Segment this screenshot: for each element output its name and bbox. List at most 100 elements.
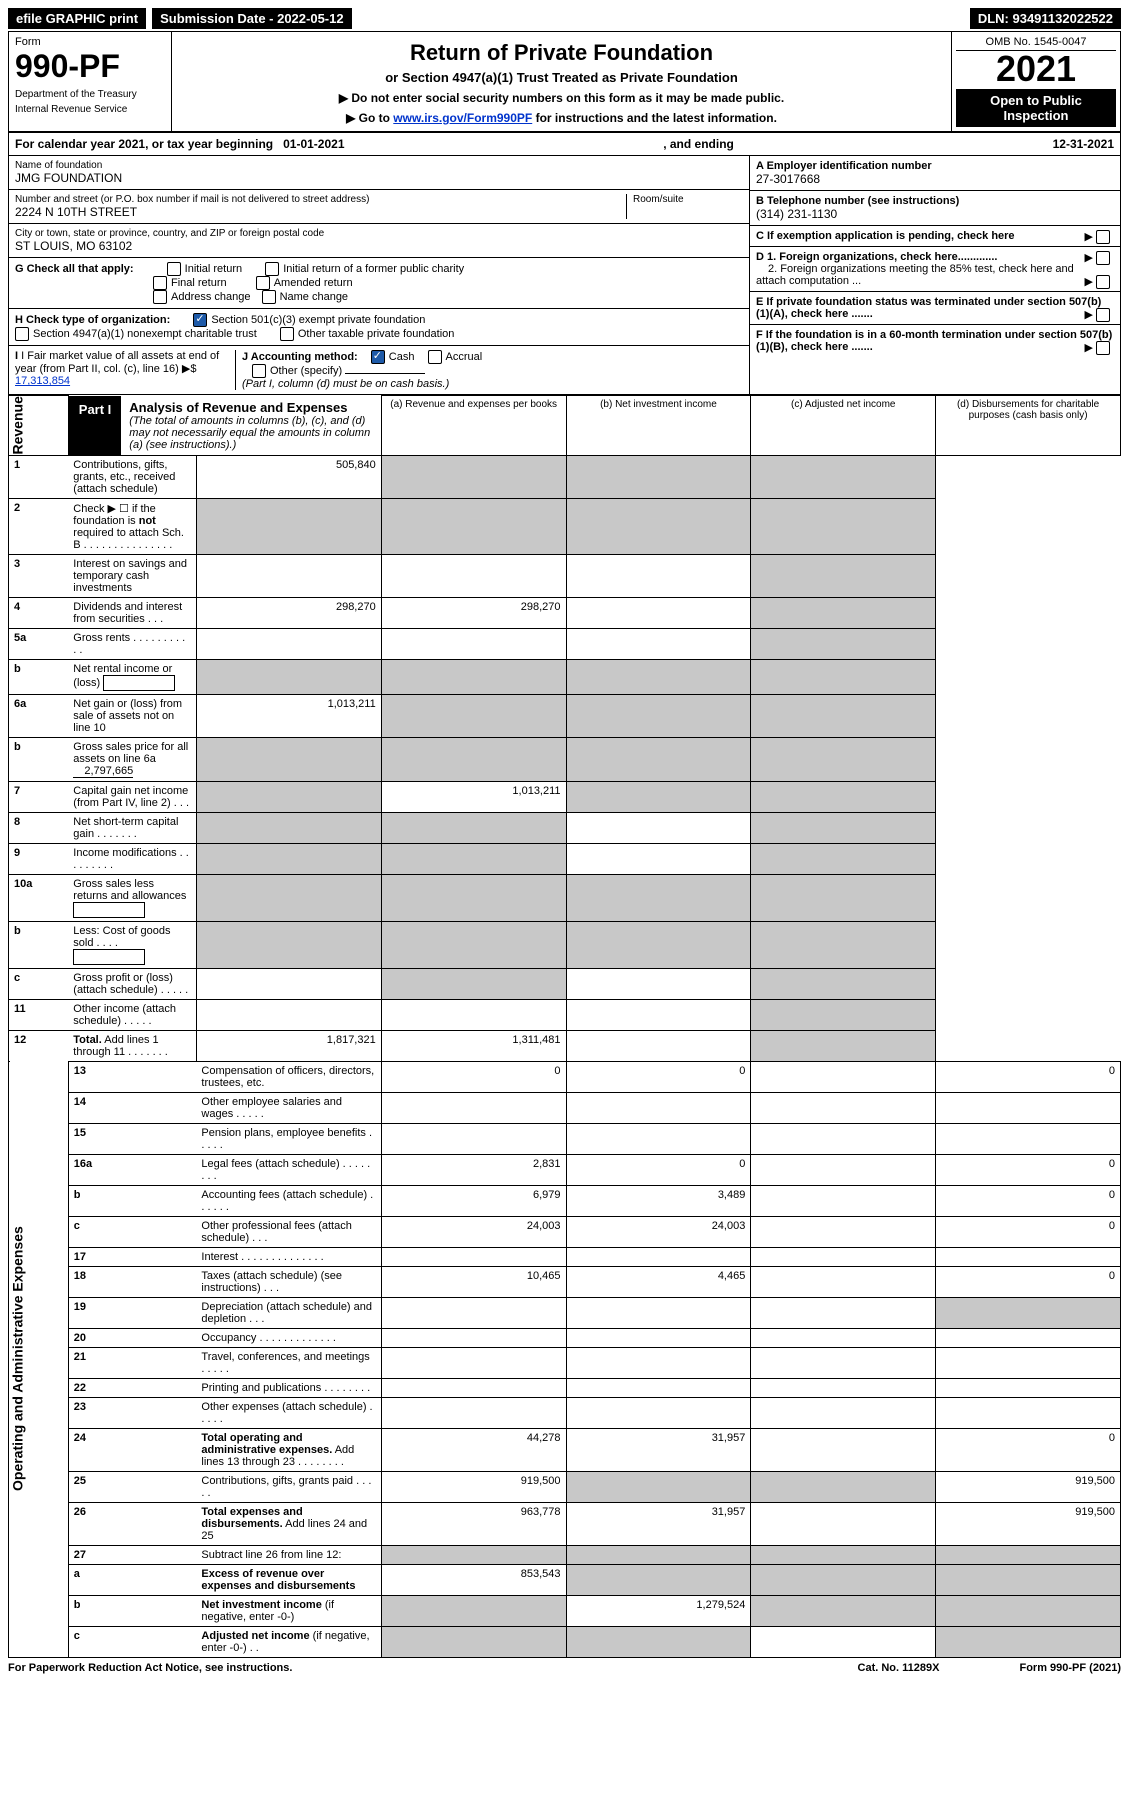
part1-desc: Analysis of Revenue and Expenses (The to…	[121, 396, 380, 455]
cb-initial-former[interactable]	[265, 262, 279, 276]
line-val-c	[566, 694, 751, 737]
line-desc: Compensation of officers, directors, tru…	[196, 1061, 381, 1092]
cb-final-return[interactable]	[153, 276, 167, 290]
line-val-a	[381, 1595, 566, 1626]
line-val-d	[751, 921, 936, 968]
line-val-a: 1,817,321	[196, 1030, 381, 1061]
line-val-d: 0	[936, 1266, 1121, 1297]
line-val-d	[751, 498, 936, 554]
line-desc: Total expenses and disbursements. Add li…	[196, 1502, 381, 1545]
line-val-c	[566, 874, 751, 921]
line-val-c	[751, 1185, 936, 1216]
line-val-c	[566, 843, 751, 874]
line-val-c	[566, 554, 751, 597]
cb-4947[interactable]	[15, 327, 29, 341]
cb-c[interactable]	[1096, 230, 1110, 244]
line-val-c	[751, 1216, 936, 1247]
line-val-a	[381, 1347, 566, 1378]
line-val-d	[751, 554, 936, 597]
j-cash: Cash	[389, 351, 415, 363]
line-val-b: 31,957	[566, 1502, 751, 1545]
line-val-b	[381, 455, 566, 498]
line-number: 15	[68, 1123, 196, 1154]
line-desc: Accounting fees (attach schedule) . . . …	[196, 1185, 381, 1216]
line-val-b	[566, 1092, 751, 1123]
cb-other-taxable[interactable]	[280, 327, 294, 341]
line-val-d	[751, 628, 936, 659]
line-desc: Legal fees (attach schedule) . . . . . .…	[196, 1154, 381, 1185]
section-e: E If private foundation status was termi…	[750, 292, 1120, 325]
line-number: 17	[68, 1247, 196, 1266]
cb-501c3[interactable]	[193, 313, 207, 327]
cb-e[interactable]	[1096, 308, 1110, 322]
line-row: cOther professional fees (attach schedul…	[9, 1216, 1121, 1247]
line-number: 11	[9, 999, 69, 1030]
form-subtitle: or Section 4947(a)(1) Trust Treated as P…	[180, 70, 943, 85]
cb-f[interactable]	[1096, 341, 1110, 355]
line-number: 24	[68, 1428, 196, 1471]
line-val-b	[381, 921, 566, 968]
line-val-d	[936, 1595, 1121, 1626]
header-right: OMB No. 1545-0047 2021 Open to Public In…	[951, 32, 1120, 131]
line-number: 6a	[9, 694, 69, 737]
city: ST LOUIS, MO 63102	[15, 239, 743, 253]
line-number: 13	[68, 1061, 196, 1092]
c-label: C If exemption application is pending, c…	[756, 230, 1015, 242]
line-row: 26Total expenses and disbursements. Add …	[9, 1502, 1121, 1545]
line-row: 19Depreciation (attach schedule) and dep…	[9, 1297, 1121, 1328]
line-row: 27Subtract line 26 from line 12:	[9, 1545, 1121, 1564]
address: 2224 N 10TH STREET	[15, 205, 626, 219]
cb-initial-return[interactable]	[167, 262, 181, 276]
line-row: Operating and Administrative Expenses13C…	[9, 1061, 1121, 1092]
cb-accrual[interactable]	[428, 350, 442, 364]
line-row: 17Interest . . . . . . . . . . . . . .	[9, 1247, 1121, 1266]
line-val-b	[381, 628, 566, 659]
line-desc: Gross sales less returns and allowances	[68, 874, 196, 921]
line-number: 18	[68, 1266, 196, 1297]
line-val-a: 2,831	[381, 1154, 566, 1185]
section-c: C If exemption application is pending, c…	[750, 226, 1120, 247]
cb-name-change[interactable]	[262, 290, 276, 304]
line-number: 12	[9, 1030, 69, 1061]
line-desc: Capital gain net income (from Part IV, l…	[68, 781, 196, 812]
line-val-a	[196, 781, 381, 812]
line-row: 3Interest on savings and temporary cash …	[9, 554, 1121, 597]
h-item-3: Other taxable private foundation	[298, 328, 455, 340]
cb-d1[interactable]	[1096, 251, 1110, 265]
section-d: D 1. Foreign organizations, check here..…	[750, 247, 1120, 292]
line-val-d	[751, 968, 936, 999]
line-val-c	[566, 628, 751, 659]
line-val-a	[196, 874, 381, 921]
line-val-d	[751, 694, 936, 737]
line-desc: Net gain or (loss) from sale of assets n…	[68, 694, 196, 737]
line-row: 6aNet gain or (loss) from sale of assets…	[9, 694, 1121, 737]
line-row: bGross sales price for all assets on lin…	[9, 737, 1121, 781]
line-number: 9	[9, 843, 69, 874]
instr-1: ▶ Do not enter social security numbers o…	[180, 91, 943, 105]
g-item-2: Final return	[171, 277, 227, 289]
cal-prefix: For calendar year 2021, or tax year begi…	[15, 137, 273, 151]
line-val-b	[566, 1247, 751, 1266]
line-val-c	[566, 812, 751, 843]
line-desc: Income modifications . . . . . . . . .	[68, 843, 196, 874]
section-ij: I I Fair market value of all assets at e…	[9, 346, 749, 394]
part1-table: Revenue Part I Analysis of Revenue and E…	[8, 395, 1121, 1658]
line-row: 24Total operating and administrative exp…	[9, 1428, 1121, 1471]
g-label: G Check all that apply:	[15, 263, 134, 275]
line-val-d	[751, 455, 936, 498]
cb-other[interactable]	[252, 364, 266, 378]
cb-d2[interactable]	[1096, 275, 1110, 289]
efile-label: efile GRAPHIC print	[8, 8, 146, 29]
footer-right: Form 990-PF (2021)	[1019, 1662, 1121, 1674]
form-link[interactable]: www.irs.gov/Form990PF	[393, 111, 532, 125]
line-val-d	[751, 597, 936, 628]
cb-addr-change[interactable]	[153, 290, 167, 304]
line-number: 23	[68, 1397, 196, 1428]
line-val-d: 919,500	[936, 1502, 1121, 1545]
line-number: c	[9, 968, 69, 999]
cb-amended[interactable]	[256, 276, 270, 290]
line-desc: Net rental income or (loss)	[68, 659, 196, 694]
line-number: 21	[68, 1347, 196, 1378]
cb-cash[interactable]	[371, 350, 385, 364]
fmv-link[interactable]: 17,313,854	[15, 375, 70, 387]
